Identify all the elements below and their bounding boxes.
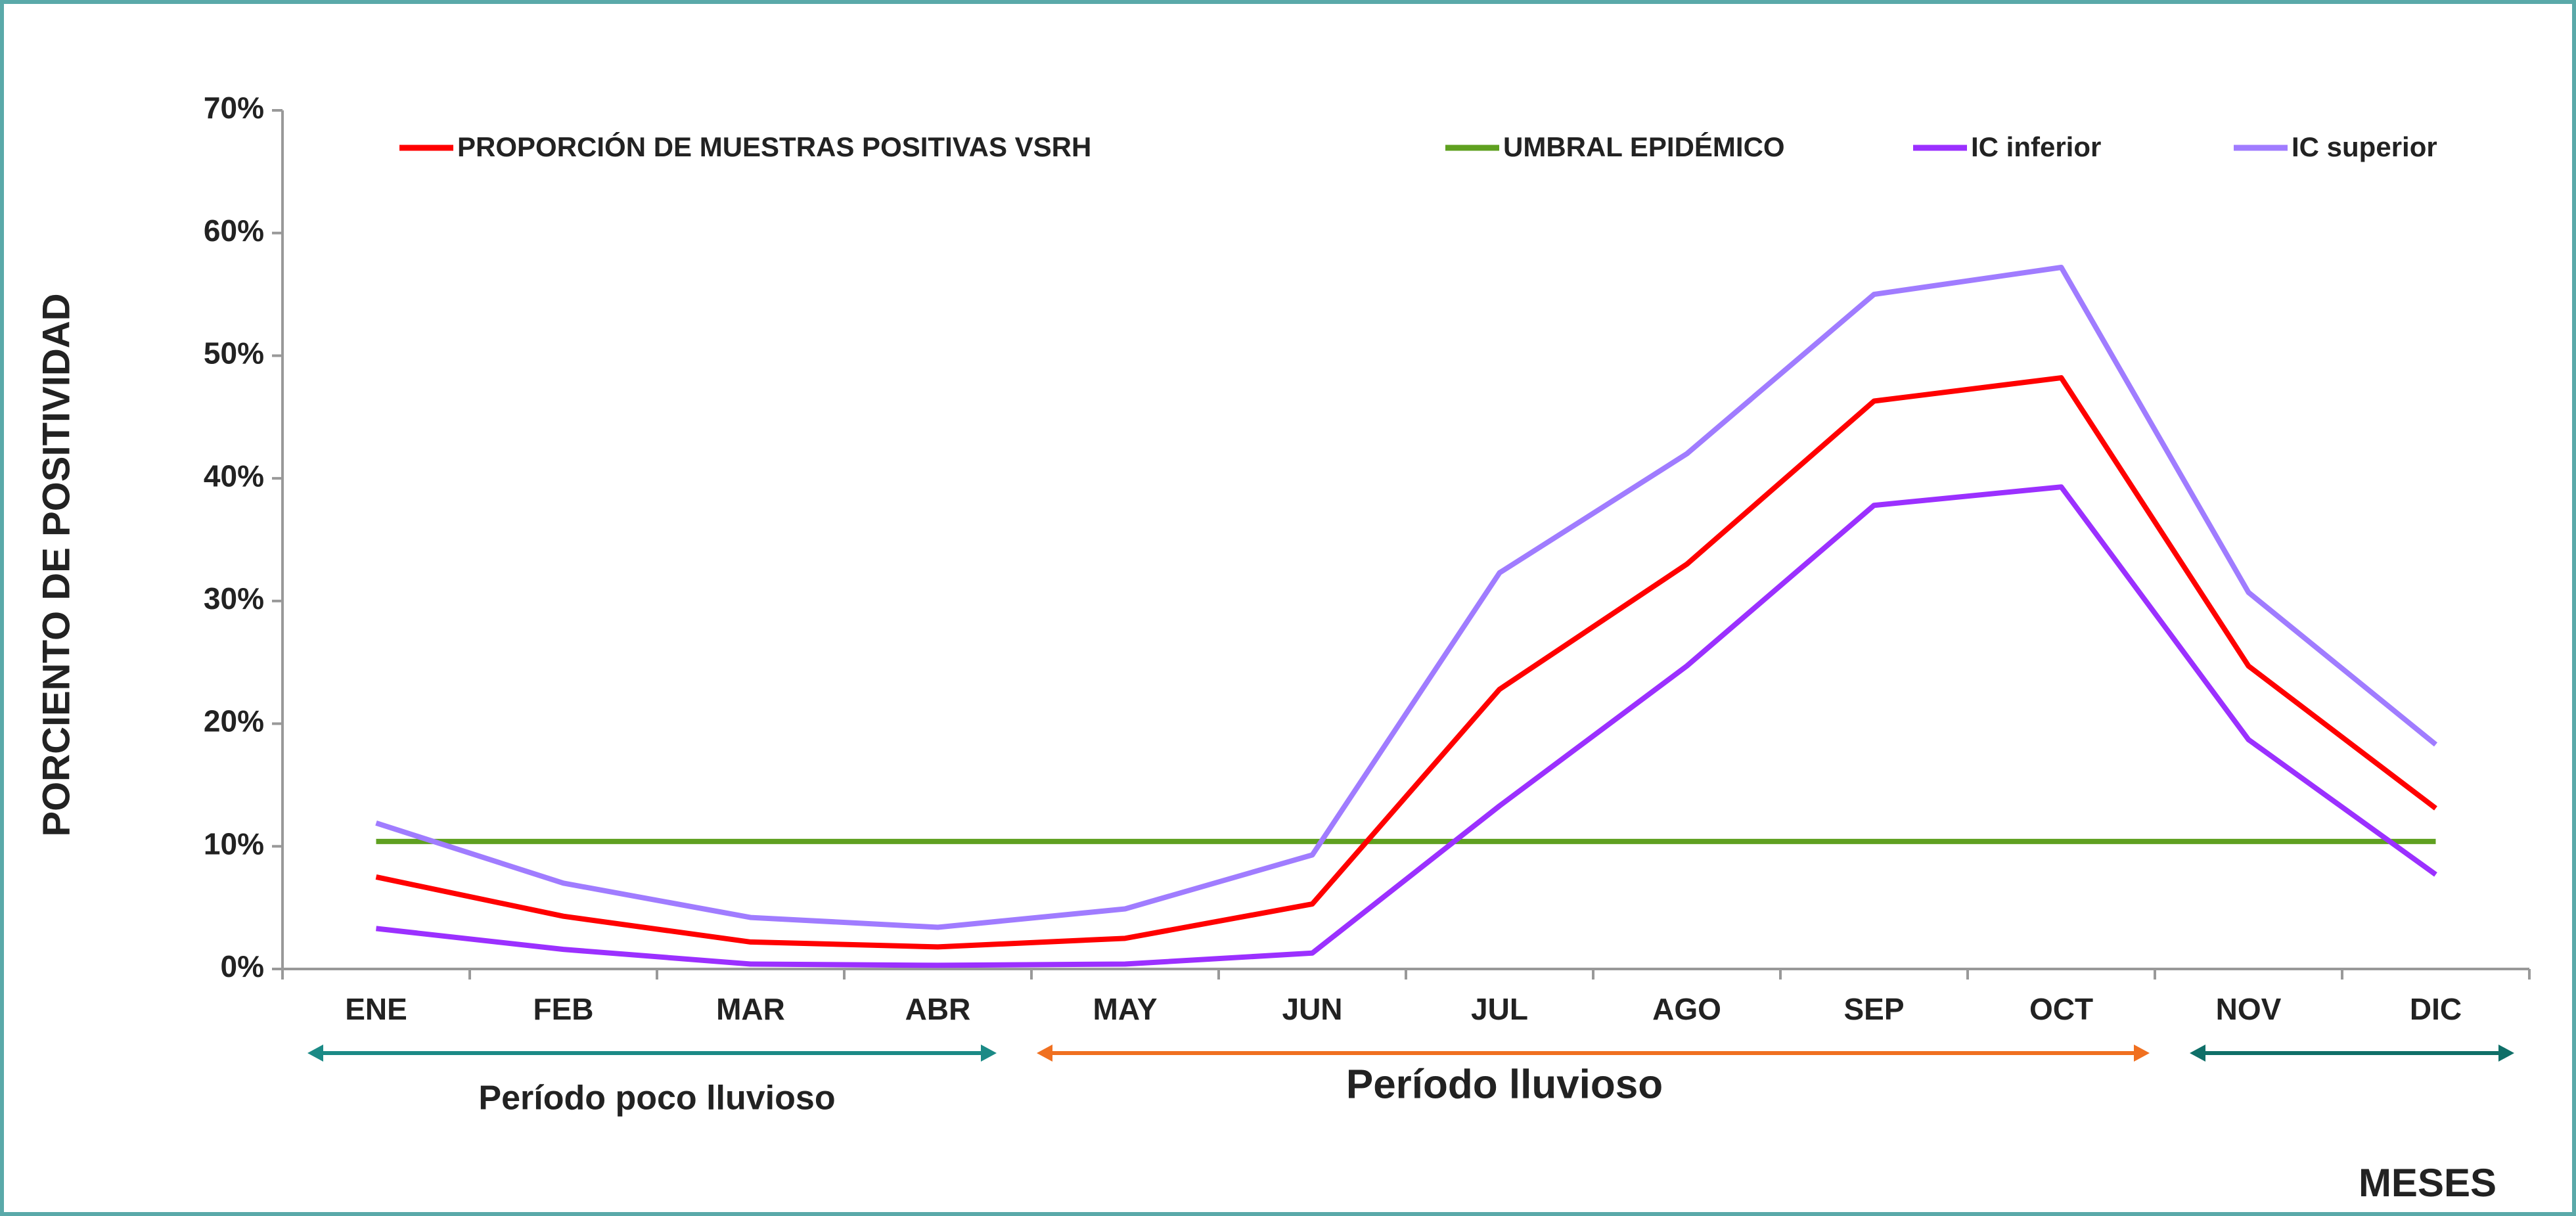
- y-tick-label: 40%: [204, 459, 264, 493]
- arrowhead: [981, 1045, 997, 1062]
- legend-label: IC superior: [2292, 131, 2437, 162]
- arrowhead: [2190, 1045, 2205, 1062]
- series-line: [375, 375, 2437, 950]
- x-tick-label: ENE: [345, 992, 407, 1026]
- x-tick-label: AGO: [1652, 992, 1721, 1026]
- annotation: Período lluvioso: [1346, 1062, 1663, 1107]
- arrowhead: [1037, 1045, 1052, 1062]
- x-tick-label: DIC: [2410, 992, 2462, 1026]
- x-axis-title: MESES: [2359, 1161, 2497, 1205]
- x-tick-label: OCT: [2029, 992, 2093, 1026]
- y-tick-label: 10%: [204, 826, 264, 861]
- x-tick-label: JUN: [1282, 992, 1342, 1026]
- legend-label: UMBRAL EPIDÉMICO: [1503, 131, 1785, 162]
- y-tick-label: 30%: [204, 581, 264, 616]
- y-tick-label: 0%: [221, 949, 264, 983]
- x-tick-label: MAY: [1093, 992, 1158, 1026]
- x-tick-label: MAR: [716, 992, 785, 1026]
- y-axis-title: PORCIENTO DE POSITIVIDAD: [35, 293, 78, 836]
- x-tick-label: NOV: [2216, 992, 2282, 1026]
- series-line: [376, 484, 2437, 968]
- y-tick-label: 20%: [204, 704, 264, 738]
- legend-label: IC inferior: [1971, 131, 2101, 162]
- y-tick-label: 50%: [204, 336, 264, 371]
- x-tick-label: ABR: [905, 992, 971, 1026]
- arrowhead: [307, 1045, 323, 1062]
- arrowhead: [2134, 1045, 2150, 1062]
- y-tick-label: 70%: [204, 91, 264, 125]
- y-tick-label: 60%: [204, 214, 264, 248]
- x-tick-label: FEB: [533, 992, 594, 1026]
- x-tick-label: SEP: [1843, 992, 1904, 1026]
- legend-label: PROPORCIÓN DE MUESTRAS POSITIVAS VSRH: [457, 131, 1091, 162]
- series-line: [375, 264, 2438, 930]
- annotation: Período poco lluvioso: [478, 1079, 835, 1117]
- arrowhead: [2498, 1045, 2514, 1062]
- x-tick-label: JUL: [1471, 992, 1528, 1026]
